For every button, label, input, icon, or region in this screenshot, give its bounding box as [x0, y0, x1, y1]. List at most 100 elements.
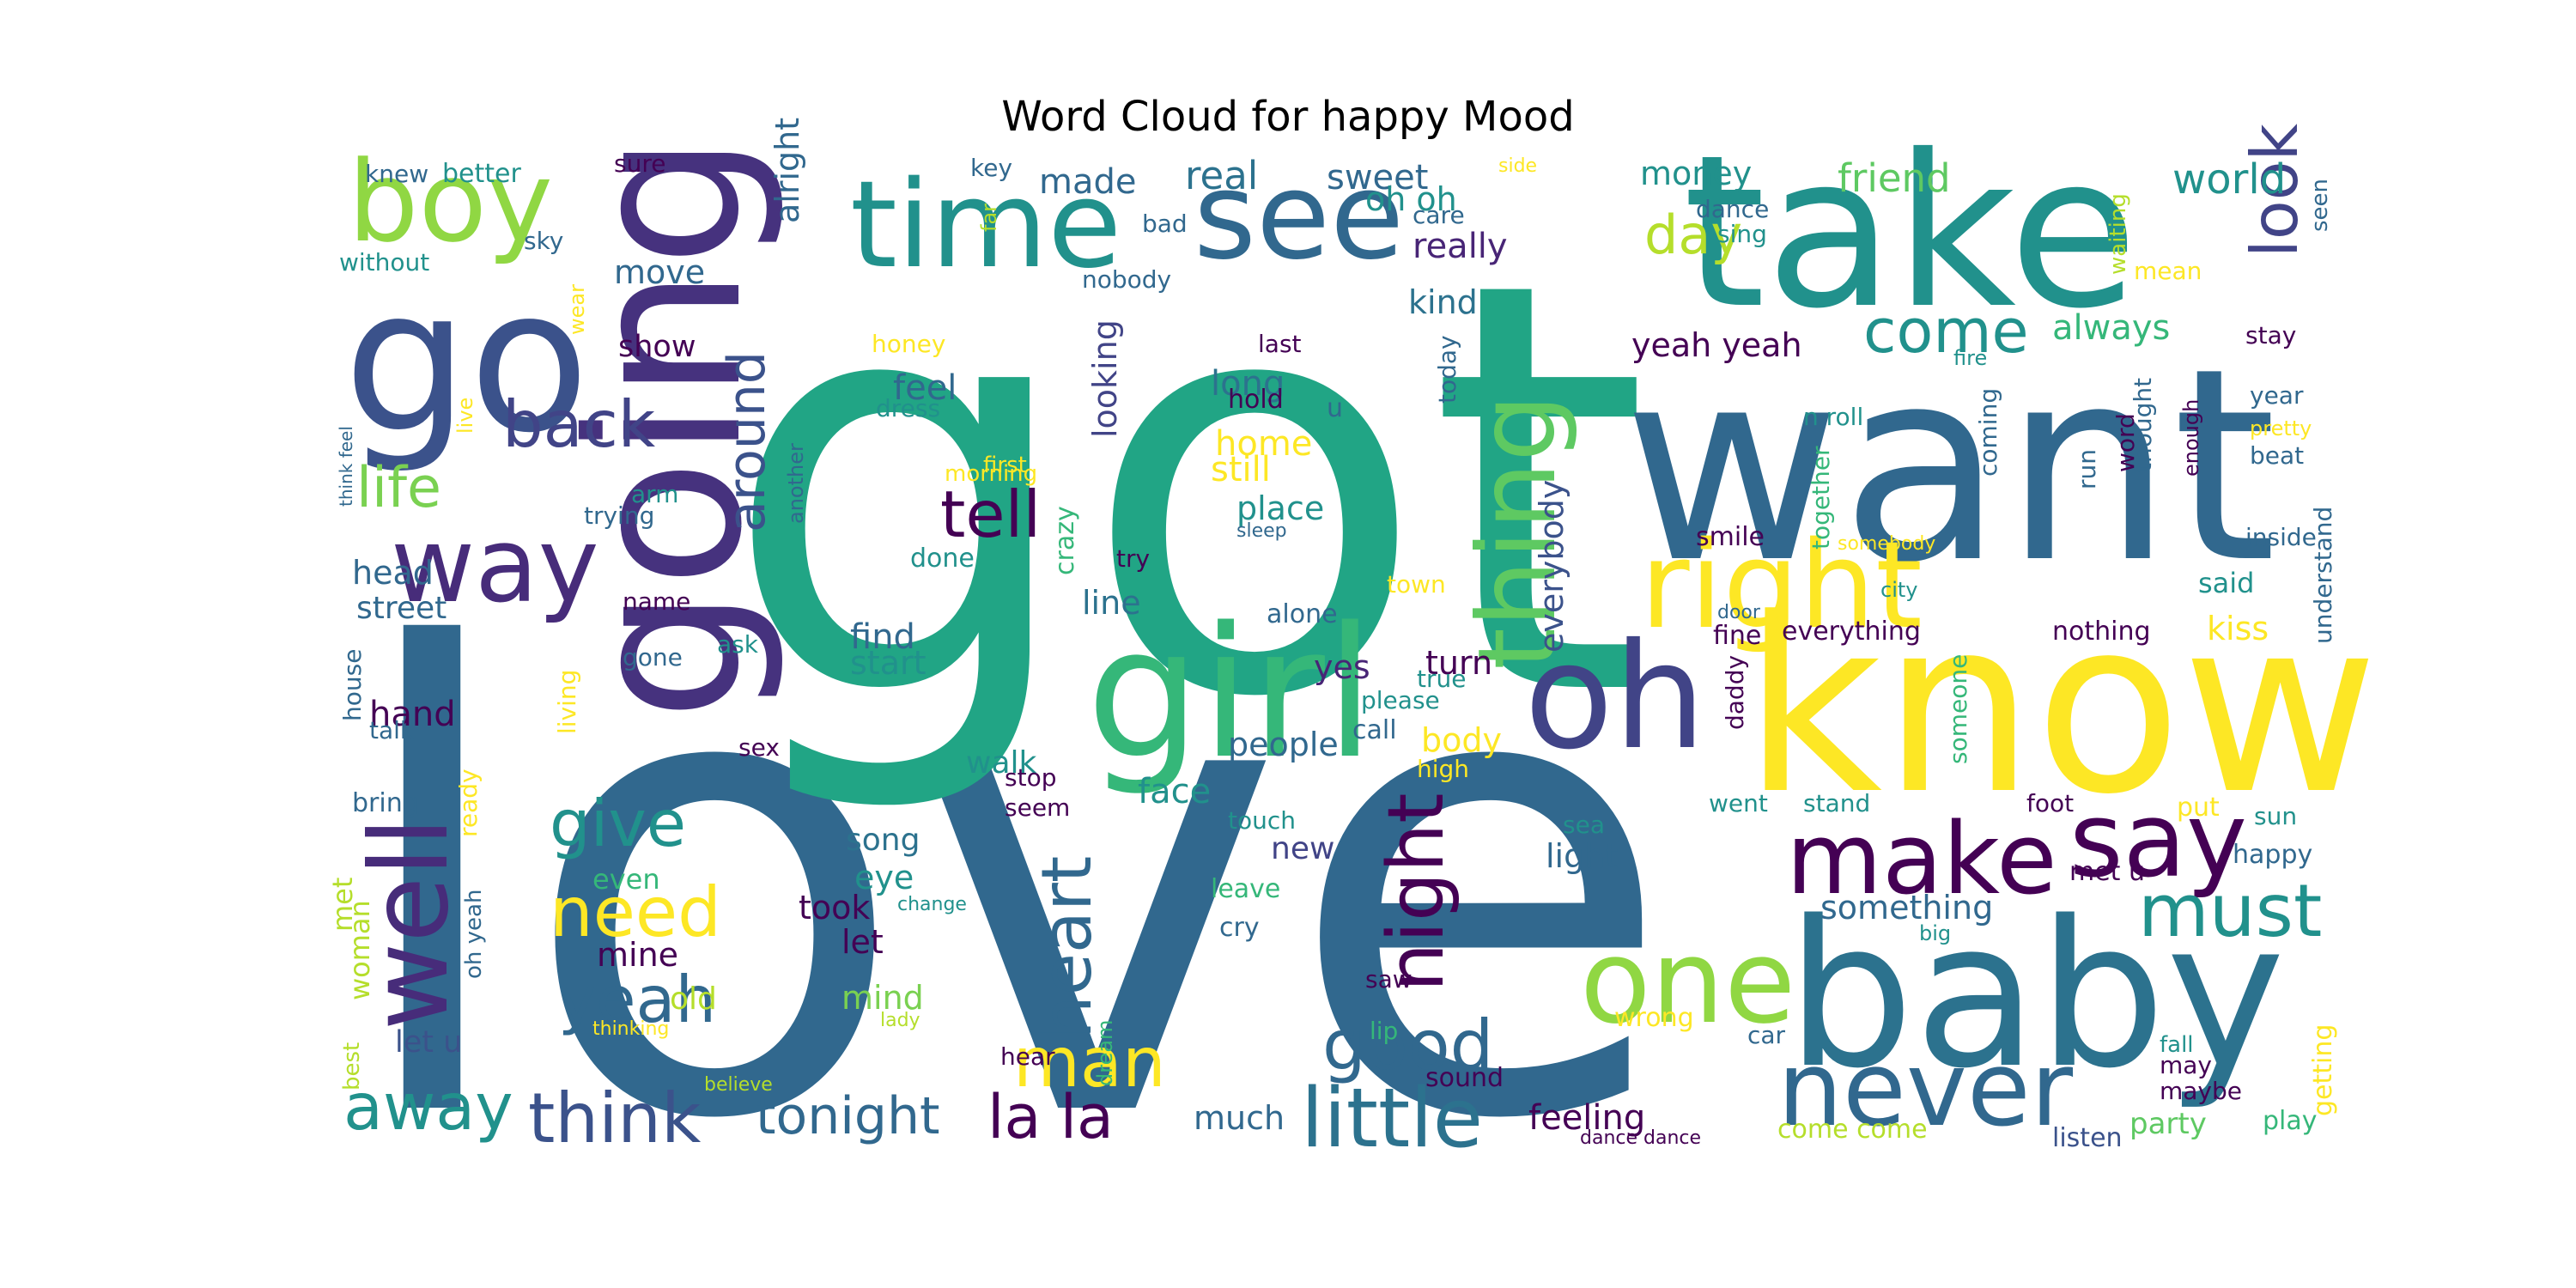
- word-woman: woman: [343, 900, 376, 1000]
- word-car: car: [1747, 1021, 1786, 1049]
- word-ready: ready: [454, 769, 483, 837]
- word-sound: sound: [1425, 1063, 1504, 1093]
- word-alright: alright: [769, 118, 806, 223]
- word-listen: listen: [2052, 1123, 2123, 1153]
- word-nobody: nobody: [1082, 265, 1171, 294]
- word-yes: yes: [1314, 648, 1370, 686]
- word-song: song: [846, 823, 920, 858]
- word-lady: lady: [880, 1010, 920, 1031]
- word-turn: turn: [1425, 644, 1492, 682]
- word-word: word: [2111, 413, 2140, 472]
- word-getting: getting: [2308, 1024, 2338, 1116]
- word-new: new: [1271, 831, 1334, 866]
- word-sex: sex: [738, 733, 780, 762]
- word-live: live: [453, 398, 477, 434]
- word-someone: someone: [1944, 654, 1972, 764]
- word-trying: trying: [584, 501, 654, 530]
- word-sure: sure: [614, 149, 665, 178]
- word-seen: seen: [2307, 179, 2333, 232]
- word-tonight: tonight: [756, 1086, 940, 1146]
- word-old: old: [670, 981, 717, 1017]
- word-move: move: [614, 253, 705, 291]
- word-play: play: [2263, 1106, 2318, 1136]
- word-want: want: [1623, 312, 2277, 622]
- word-way: way: [391, 507, 599, 626]
- word-smile: smile: [1696, 522, 1765, 552]
- word-dress: dress: [876, 394, 940, 422]
- word-oh-oh: oh oh: [1365, 180, 1457, 218]
- word-dance-dance: dance dance: [1580, 1127, 1701, 1149]
- word-house: house: [338, 649, 367, 721]
- word-head: head: [352, 554, 434, 592]
- word-time: time: [850, 155, 1121, 295]
- word-life: life: [356, 456, 441, 520]
- word-know: know: [1743, 568, 2379, 848]
- word-think: think: [528, 1078, 702, 1158]
- word-see: see: [1194, 147, 1404, 287]
- word-saw: saw: [1365, 965, 1413, 993]
- word-never: never: [1777, 1030, 2074, 1150]
- word-let-u: let u: [395, 1025, 462, 1060]
- word-hear: hear: [1000, 1042, 1055, 1071]
- word-well: well: [348, 817, 472, 1030]
- word-talk: talk: [369, 716, 415, 744]
- word-beat: beat: [2250, 441, 2304, 470]
- word-think-feel: think feel: [336, 426, 356, 507]
- word-good: good: [1322, 1005, 1493, 1085]
- word-stand: stand: [1803, 789, 1870, 817]
- word-right: right: [1640, 516, 1923, 656]
- word-much: much: [1194, 1099, 1285, 1137]
- word-city: city: [1880, 578, 1917, 602]
- word-really: really: [1413, 227, 1508, 266]
- word-enough: enough: [2179, 399, 2203, 477]
- word-n-roll: n roll: [1803, 403, 1863, 431]
- word-u: u: [1327, 393, 1343, 423]
- word-maybe: maybe: [2160, 1077, 2242, 1105]
- word-say: say: [2069, 781, 2247, 901]
- word-sweet: sweet: [1327, 158, 1428, 197]
- word-going: going: [544, 134, 788, 721]
- word-night: night: [1371, 793, 1461, 992]
- word-daddy: daddy: [1721, 655, 1749, 730]
- word-change: change: [897, 894, 967, 915]
- word-around: around: [717, 351, 777, 532]
- word-make: make: [1786, 802, 2057, 917]
- word-put: put: [2177, 793, 2220, 823]
- word-party: party: [2129, 1107, 2207, 1141]
- word-without: without: [339, 248, 429, 276]
- word-people: people: [1228, 726, 1339, 763]
- word-honey: honey: [872, 330, 945, 358]
- word-please: please: [1361, 686, 1440, 714]
- word-yeah-yeah: yeah yeah: [1631, 326, 1802, 364]
- word-ask: ask: [717, 630, 759, 659]
- word-oh-yeah: oh yeah: [461, 890, 487, 979]
- word-tell: tell: [940, 477, 1041, 552]
- word-stop: stop: [1005, 763, 1056, 792]
- word-crazy: crazy: [1050, 506, 1080, 575]
- word-inside: inside: [2245, 523, 2317, 551]
- word-everybody: everybody: [1533, 480, 1571, 653]
- word-look: look: [2237, 123, 2312, 258]
- word-real: real: [1185, 153, 1258, 198]
- word-must: must: [2138, 869, 2322, 954]
- word-long: long: [1211, 364, 1285, 404]
- word-girl: girl: [1086, 588, 1375, 799]
- word-went: went: [1709, 789, 1768, 817]
- word-light: light: [1546, 837, 1618, 875]
- word-sea: sea: [1563, 811, 1605, 839]
- word-place: place: [1236, 489, 1324, 527]
- word-care: care: [1413, 201, 1465, 229]
- word-call: call: [1352, 715, 1397, 745]
- word-thinking: thinking: [592, 1018, 669, 1040]
- word-la-la: la la: [987, 1082, 1114, 1152]
- word-best: best: [339, 1042, 365, 1091]
- word-go: go: [343, 247, 590, 477]
- word-heart: heart: [1027, 856, 1107, 1039]
- word-knew: knew: [365, 160, 428, 188]
- word-still: still: [1211, 450, 1271, 489]
- word-mean: mean: [2134, 257, 2202, 285]
- word-said: said: [2198, 567, 2254, 599]
- word-pretty: pretty: [2250, 416, 2312, 440]
- word-last: last: [1258, 330, 1302, 358]
- word-fine: fine: [1713, 621, 1761, 651]
